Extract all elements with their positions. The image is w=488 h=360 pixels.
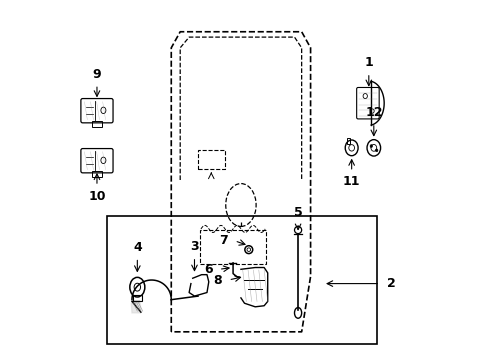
Text: 8: 8 bbox=[213, 274, 222, 287]
Polygon shape bbox=[131, 303, 141, 313]
Bar bbox=[133, 295, 142, 301]
Text: 4: 4 bbox=[133, 241, 142, 254]
Text: 7: 7 bbox=[219, 234, 228, 247]
Text: 3: 3 bbox=[190, 240, 199, 253]
Text: 10: 10 bbox=[88, 190, 105, 203]
Bar bbox=[346, 138, 349, 144]
Bar bbox=[91, 171, 102, 177]
Bar bbox=[107, 216, 376, 344]
Text: 9: 9 bbox=[92, 68, 101, 81]
Ellipse shape bbox=[369, 145, 372, 148]
Bar bbox=[91, 121, 102, 127]
Bar bbox=[200, 230, 265, 264]
Text: 6: 6 bbox=[203, 263, 212, 276]
Ellipse shape bbox=[375, 149, 377, 152]
Text: 12: 12 bbox=[365, 106, 382, 120]
Text: 1: 1 bbox=[364, 56, 372, 69]
Text: 2: 2 bbox=[386, 277, 394, 290]
Bar bbox=[198, 150, 224, 169]
Text: 5: 5 bbox=[293, 206, 302, 219]
Text: 11: 11 bbox=[342, 175, 360, 188]
